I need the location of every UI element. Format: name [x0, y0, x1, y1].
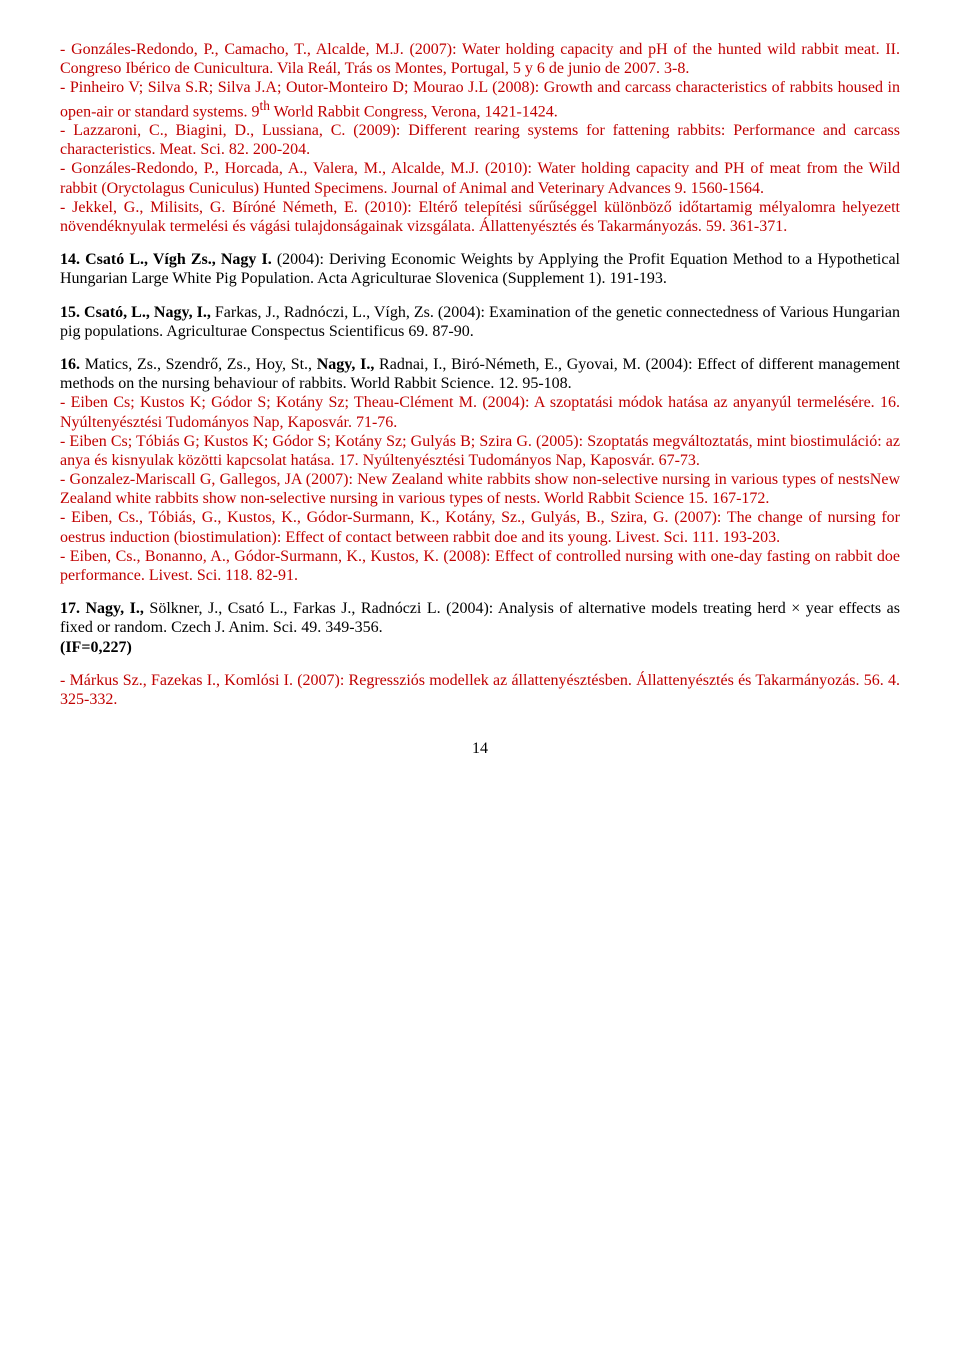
- citation-block-1: - Gonzáles-Redondo, P., Camacho, T., Alc…: [60, 40, 900, 236]
- reference-bold-author: Nagy, I.,: [317, 356, 375, 373]
- reference-head: 17. Nagy, I.,: [60, 600, 144, 617]
- citation-text: World Rabbit Congress, Verona, 1421-1424…: [270, 103, 558, 120]
- citation-text: - Márkus Sz., Fazekas I., Komlósi I. (20…: [60, 672, 900, 708]
- reference-tail: Sölkner, J., Csató L., Farkas J., Radnóc…: [60, 600, 900, 636]
- citation-last: - Márkus Sz., Fazekas I., Komlósi I. (20…: [60, 671, 900, 709]
- citation-text: - Eiben Cs; Tóbiás G; Kustos K; Gódor S;…: [60, 433, 900, 469]
- impact-factor: (IF=0,227): [60, 639, 132, 656]
- reference-head: 15. Csató, L., Nagy, I.,: [60, 304, 211, 321]
- page-number: 14: [60, 739, 900, 758]
- reference-number: 16.: [60, 356, 80, 373]
- reference-17: 17. Nagy, I., Sölkner, J., Csató L., Far…: [60, 599, 900, 657]
- reference-16-block: 16. Matics, Zs., Szendrő, Zs., Hoy, St.,…: [60, 355, 900, 585]
- citation-text: - Lazzaroni, C., Biagini, D., Lussiana, …: [60, 122, 900, 158]
- reference-authors: Matics, Zs., Szendrő, Zs., Hoy, St.,: [80, 356, 317, 373]
- superscript: th: [260, 98, 270, 113]
- citation-text: - Eiben, Cs., Tóbiás, G., Kustos, K., Gó…: [60, 509, 900, 545]
- citation-text: - Jekkel, G., Milisits, G. Bíróné Németh…: [60, 199, 900, 235]
- citation-text: - Eiben, Cs., Bonanno, A., Gódor-Surmann…: [60, 548, 900, 584]
- citation-text: - Gonzáles-Redondo, P., Camacho, T., Alc…: [60, 41, 900, 77]
- citation-text: - Gonzáles-Redondo, P., Horcada, A., Val…: [60, 160, 900, 196]
- reference-15: 15. Csató, L., Nagy, I., Farkas, J., Rad…: [60, 303, 900, 341]
- reference-16: 16. Matics, Zs., Szendrő, Zs., Hoy, St.,…: [60, 356, 900, 392]
- citation-text: - Eiben Cs; Kustos K; Gódor S; Kotány Sz…: [60, 394, 900, 430]
- reference-head: 14. Csató L., Vígh Zs., Nagy I.: [60, 251, 272, 268]
- citation-text: - Gonzalez-Mariscall G, Gallegos, JA (20…: [60, 471, 900, 507]
- reference-14: 14. Csató L., Vígh Zs., Nagy I. (2004): …: [60, 250, 900, 288]
